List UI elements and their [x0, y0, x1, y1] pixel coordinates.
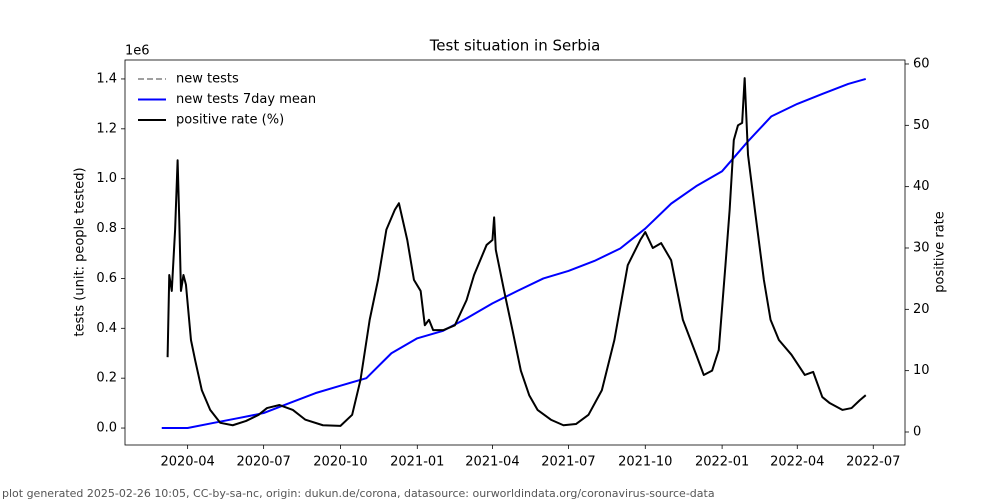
y-tick-label: 1.2 [96, 121, 117, 136]
x-tick-label: 2022-01 [695, 455, 749, 470]
y-axis-label: tests (unit: people tested) [73, 167, 88, 336]
series-line [166, 77, 867, 427]
chart-title: Test situation in Serbia [429, 37, 601, 55]
y-tick-label: 0.4 [96, 321, 117, 336]
x-tick-label: 2021-07 [541, 455, 595, 470]
y2-tick-label: 10 [913, 363, 930, 378]
y-tick-label: 0.8 [96, 221, 117, 236]
footer: plot generated 2025-02-26 10:05, CC-by-s… [2, 487, 715, 500]
y2-tick-label: 30 [913, 240, 930, 255]
y-tick-label: 0.2 [96, 371, 117, 386]
y-tick-label: 1.0 [96, 171, 117, 186]
y2-tick-label: 60 [913, 56, 930, 71]
legend-label: new tests [176, 72, 239, 87]
x-tick-label: 2020-04 [160, 455, 214, 470]
y2-axis-label: positive rate [933, 211, 948, 293]
legend-label: new tests 7day mean [176, 92, 316, 107]
legend-label: positive rate (%) [176, 113, 284, 128]
x-tick-label: 2021-04 [465, 455, 519, 470]
y-tick-label: 0.0 [96, 421, 117, 436]
y-offset-label: 1e6 [125, 44, 150, 59]
x-tick-label: 2020-07 [236, 455, 290, 470]
y-tick-label: 1.4 [96, 71, 117, 86]
y2-tick-label: 20 [913, 302, 930, 317]
x-tick-label: 2022-07 [846, 455, 900, 470]
y2-tick-label: 0 [913, 424, 921, 439]
x-tick-label: 2021-10 [618, 455, 672, 470]
y-tick-label: 0.6 [96, 271, 117, 286]
y2-tick-label: 50 [913, 118, 930, 133]
x-tick-label: 2022-04 [770, 455, 824, 470]
plot-frame [124, 59, 906, 446]
x-tick-label: 2021-01 [390, 455, 444, 470]
y2-tick-label: 40 [913, 179, 930, 194]
x-tick-label: 2020-10 [313, 455, 367, 470]
